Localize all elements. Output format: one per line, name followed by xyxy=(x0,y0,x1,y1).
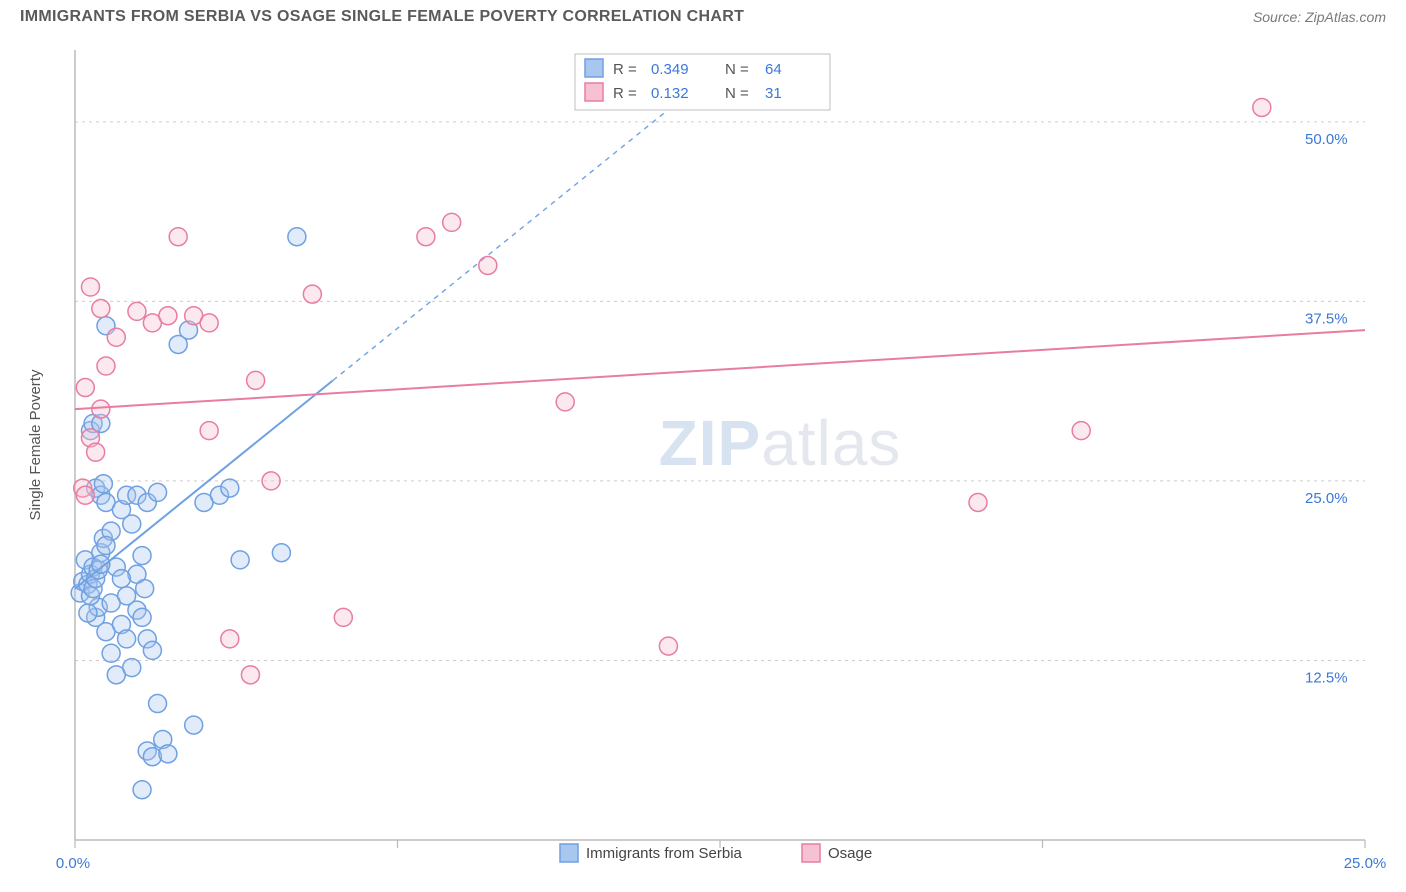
data-point-serbia xyxy=(159,745,177,763)
data-point-serbia xyxy=(123,515,141,533)
data-point-serbia xyxy=(97,493,115,511)
data-point-serbia xyxy=(92,555,110,573)
y-tick-label: 12.5% xyxy=(1305,669,1348,686)
data-point-osage xyxy=(87,443,105,461)
legend-label-serbia: Immigrants from Serbia xyxy=(586,845,743,862)
data-point-serbia xyxy=(136,580,154,598)
trendline-serbia xyxy=(75,380,333,588)
data-point-serbia xyxy=(221,479,239,497)
data-point-osage xyxy=(659,637,677,655)
data-point-osage xyxy=(303,285,321,303)
legend-swatch-serbia xyxy=(560,844,578,862)
scatter-chart-svg: ZIPatlas 12.5% 25.0% 37.5% 50.0% 0.0% 25.0% Sin… xyxy=(20,40,1386,882)
stat-n-label: N = xyxy=(725,85,749,102)
data-point-osage xyxy=(479,256,497,274)
data-point-osage xyxy=(76,379,94,397)
data-point-osage xyxy=(1253,98,1271,116)
data-point-serbia xyxy=(94,475,112,493)
data-point-osage xyxy=(128,302,146,320)
data-point-osage xyxy=(417,228,435,246)
data-point-serbia xyxy=(133,547,151,565)
chart-title: IMMIGRANTS FROM SERBIA VS OSAGE SINGLE F… xyxy=(20,8,744,26)
x-tick-label: 25.0% xyxy=(1344,855,1386,872)
chart-container: ZIPatlas 12.5% 25.0% 37.5% 50.0% 0.0% 25.0% Sin… xyxy=(20,40,1386,882)
data-point-osage xyxy=(107,328,125,346)
data-point-serbia xyxy=(133,781,151,799)
data-point-serbia xyxy=(97,537,115,555)
stat-r-value: 0.349 xyxy=(651,61,689,78)
data-point-osage xyxy=(200,314,218,332)
legend-swatch-osage xyxy=(802,844,820,862)
x-tick-label: 0.0% xyxy=(56,855,90,872)
data-point-osage xyxy=(92,300,110,318)
data-point-osage xyxy=(1072,422,1090,440)
trendline-osage xyxy=(75,330,1365,409)
y-tick-label: 25.0% xyxy=(1305,490,1348,507)
data-point-serbia xyxy=(272,544,290,562)
source-attribution: Source: ZipAtlas.com xyxy=(1253,9,1386,25)
data-point-osage xyxy=(76,486,94,504)
stat-r-label: R = xyxy=(613,61,637,78)
data-point-serbia xyxy=(149,483,167,501)
data-point-serbia xyxy=(79,604,97,622)
data-point-serbia xyxy=(143,641,161,659)
data-point-serbia xyxy=(149,695,167,713)
stat-r-label: R = xyxy=(613,85,637,102)
stat-n-label: N = xyxy=(725,61,749,78)
data-point-osage xyxy=(200,422,218,440)
data-point-osage xyxy=(969,493,987,511)
data-point-osage xyxy=(241,666,259,684)
data-point-serbia xyxy=(288,228,306,246)
y-tick-label: 50.0% xyxy=(1305,131,1348,148)
stats-swatch-serbia xyxy=(585,59,603,77)
data-point-osage xyxy=(92,400,110,418)
data-point-osage xyxy=(443,213,461,231)
data-point-osage xyxy=(334,608,352,626)
data-point-serbia xyxy=(185,716,203,734)
data-point-osage xyxy=(262,472,280,490)
y-tick-label: 37.5% xyxy=(1305,310,1348,327)
data-point-osage xyxy=(159,307,177,325)
data-point-osage xyxy=(81,278,99,296)
data-point-serbia xyxy=(102,594,120,612)
y-axis-title: Single Female Poverty xyxy=(27,369,44,520)
stat-n-value: 31 xyxy=(765,85,782,102)
data-point-serbia xyxy=(112,570,130,588)
data-point-osage xyxy=(97,357,115,375)
watermark: ZIPatlas xyxy=(659,407,902,479)
legend-label-osage: Osage xyxy=(828,845,872,862)
data-point-osage xyxy=(221,630,239,648)
data-point-serbia xyxy=(133,608,151,626)
data-point-serbia xyxy=(231,551,249,569)
data-point-osage xyxy=(556,393,574,411)
trendline-ext-serbia xyxy=(333,89,694,381)
stats-swatch-osage xyxy=(585,83,603,101)
stat-n-value: 64 xyxy=(765,61,782,78)
data-point-serbia xyxy=(118,630,136,648)
data-point-serbia xyxy=(123,659,141,677)
data-point-serbia xyxy=(102,644,120,662)
data-point-osage xyxy=(169,228,187,246)
stat-r-value: 0.132 xyxy=(651,85,689,102)
data-point-osage xyxy=(247,371,265,389)
